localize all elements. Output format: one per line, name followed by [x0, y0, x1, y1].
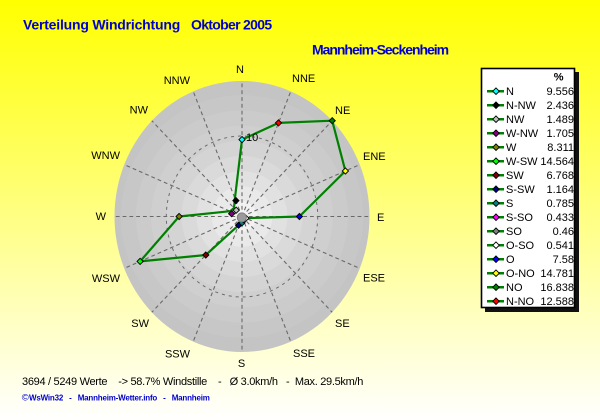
svg-text:7.58: 7.58: [553, 254, 574, 266]
svg-text:14.564: 14.564: [540, 156, 574, 168]
svg-text:N: N: [236, 64, 244, 76]
svg-text:16.838: 16.838: [540, 282, 574, 294]
svg-text:W-SW: W-SW: [506, 156, 538, 168]
svg-text:N: N: [506, 86, 514, 98]
svg-text:SW: SW: [506, 170, 524, 182]
svg-text:O-SO: O-SO: [506, 240, 535, 252]
svg-text:Verteilung Windrichtung: Verteilung Windrichtung: [23, 17, 180, 33]
svg-text:10: 10: [246, 132, 258, 144]
svg-text:NW: NW: [506, 114, 525, 126]
svg-text:W-NW: W-NW: [506, 128, 539, 140]
svg-text:8.311: 8.311: [547, 142, 574, 154]
svg-text:2.436: 2.436: [546, 100, 574, 112]
svg-text:S: S: [238, 358, 245, 370]
svg-text:S-SW: S-SW: [506, 184, 535, 196]
svg-text:9.556: 9.556: [546, 86, 574, 98]
svg-text:WNW: WNW: [91, 150, 120, 162]
svg-text:3694 / 5249 Werte -> 58.7%: 3694 / 5249 Werte -> 58.7% Windstille - …: [22, 376, 363, 388]
svg-text:0.433: 0.433: [546, 212, 574, 224]
svg-text:NNW: NNW: [164, 75, 191, 87]
svg-text:%: %: [554, 72, 564, 84]
svg-text:ESE: ESE: [363, 273, 385, 285]
svg-text:©: ©: [22, 393, 29, 404]
svg-text:N-NW: N-NW: [506, 100, 537, 112]
svg-text:O-NO: O-NO: [506, 268, 535, 280]
svg-text:WSW: WSW: [92, 273, 121, 285]
svg-text:NW: NW: [130, 105, 149, 117]
svg-text:Mannheim-Seckenheim: Mannheim-Seckenheim: [312, 42, 449, 58]
svg-text:W: W: [506, 142, 517, 154]
svg-text:NE: NE: [335, 105, 350, 117]
svg-text:SW: SW: [131, 318, 149, 330]
svg-text:W: W: [96, 211, 107, 223]
svg-text:12.588: 12.588: [540, 296, 574, 308]
svg-text:0.46: 0.46: [553, 226, 574, 238]
svg-text:E: E: [377, 212, 384, 224]
svg-text:1.164: 1.164: [546, 184, 574, 196]
svg-text:ENE: ENE: [363, 151, 386, 163]
svg-text:O: O: [506, 254, 515, 266]
svg-text:14.781: 14.781: [540, 268, 574, 280]
svg-text:NO: NO: [506, 282, 523, 294]
svg-text:SE: SE: [335, 318, 350, 330]
svg-text:1.705: 1.705: [546, 128, 574, 140]
svg-text:Oktober 2005: Oktober 2005: [191, 17, 272, 33]
svg-text:N-NO: N-NO: [506, 296, 535, 308]
svg-text:6.768: 6.768: [546, 170, 574, 182]
svg-text:NNE: NNE: [292, 73, 315, 85]
svg-text:0.785: 0.785: [546, 198, 574, 210]
svg-text:SSW: SSW: [165, 349, 191, 361]
svg-text:S: S: [506, 198, 513, 210]
svg-text:WsWin32 - Mannheim-Wetter.: WsWin32 - Mannheim-Wetter.info - Mannhei…: [29, 393, 210, 402]
svg-text:SO: SO: [506, 226, 522, 238]
svg-text:SSE: SSE: [293, 348, 315, 360]
svg-text:S-SO: S-SO: [506, 212, 533, 224]
svg-text:0.541: 0.541: [546, 240, 574, 252]
svg-text:1.489: 1.489: [546, 114, 574, 126]
